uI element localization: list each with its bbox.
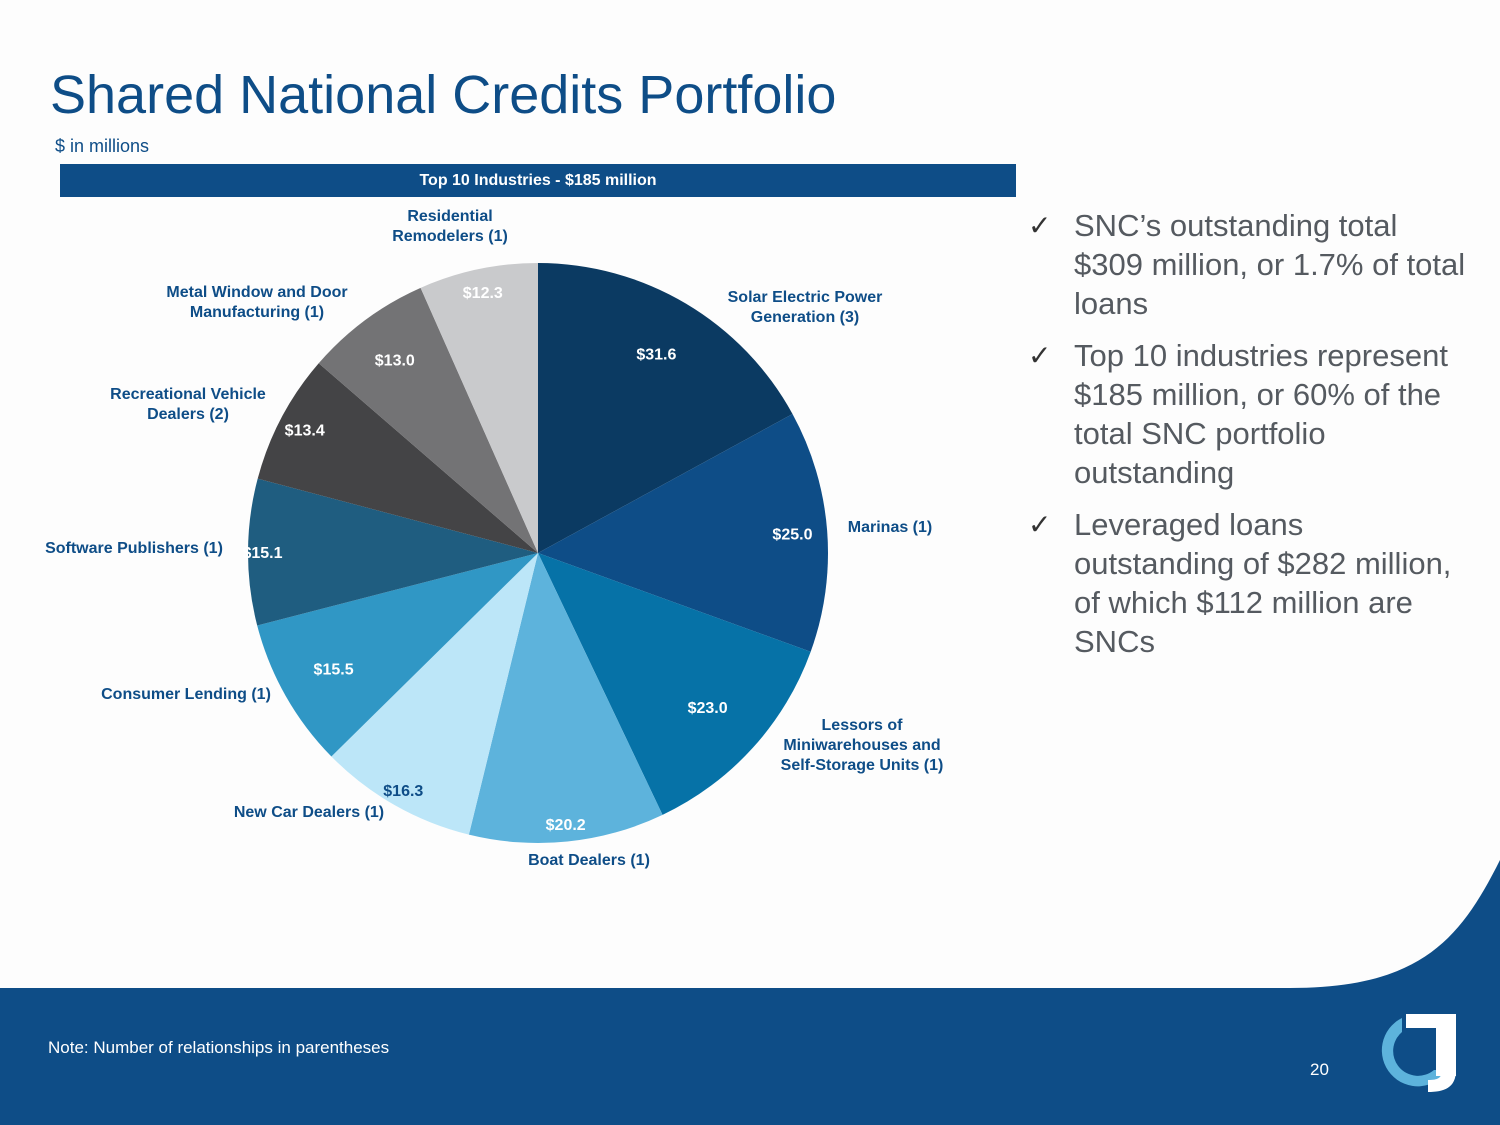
slice-category-label: Boat Dealers (1) (528, 852, 650, 869)
pie-slice (420, 263, 538, 553)
units-subtitle: $ in millions (55, 136, 150, 156)
slice-category-label: Marinas (1) (848, 519, 932, 536)
bullet-text: Top 10 industries represent $185 million… (1074, 338, 1448, 490)
pie-slice (468, 553, 663, 843)
page-number: 20 (1310, 1060, 1329, 1079)
pie-slice (257, 363, 538, 553)
bullet-item: ✓ Top 10 industries represent $185 milli… (1028, 336, 1468, 492)
footer-bar (0, 988, 1500, 1125)
slice-value-label: $13.4 (285, 423, 325, 440)
bullet-item: ✓ Leveraged loans outstanding of $282 mi… (1028, 505, 1468, 661)
slice-category-label: New Car Dealers (1) (234, 804, 384, 821)
slice-value-label: $15.5 (314, 662, 354, 679)
pie-slice (538, 263, 793, 553)
footnote: Note: Number of relationships in parenth… (48, 1038, 390, 1057)
slice-value-label: $25.0 (772, 527, 812, 544)
pie-slice (257, 553, 538, 757)
slice-value-label: $16.3 (383, 783, 423, 800)
chart-banner: Top 10 Industries - $185 million (60, 164, 1016, 197)
slice-category-label: Software Publishers (1) (45, 540, 223, 557)
pie-chart: $31.6 Solar Electric Power Generation (3) $… (45, 208, 944, 869)
slice-value-label: $15.1 (242, 545, 282, 562)
slice-value-label: $31.6 (636, 346, 676, 363)
slice-category-label: Solar Electric Power Generation (3) (728, 289, 883, 326)
bullet-text: SNC’s outstanding total $309 million, or… (1074, 208, 1466, 321)
page-title: Shared National Credits Portfolio (50, 65, 837, 125)
bullet-item: ✓ SNC’s outstanding total $309 million, … (1028, 206, 1468, 323)
pie-slice (331, 553, 538, 835)
slice-value-label: $13.0 (375, 353, 415, 370)
company-logo-icon (1381, 1014, 1456, 1092)
slice-category-label: Lessors of Miniwarehouses and Self-Storage… (781, 717, 944, 774)
slice-value-label: $23.0 (688, 700, 728, 717)
key-points-list: ✓ SNC’s outstanding total $309 million, … (1028, 206, 1468, 674)
slice-category-label: Recreational Vehicle Dealers (2) (110, 386, 266, 423)
checkmark-icon: ✓ (1028, 339, 1052, 372)
pie-slice (538, 413, 828, 652)
slice-category-label: Consumer Lending (1) (101, 686, 271, 703)
slice-category-label: Metal Window and Door Manufacturing (1) (166, 284, 347, 321)
checkmark-icon: ✓ (1028, 508, 1052, 541)
slice-value-label: $20.2 (546, 817, 586, 834)
pie-slice (538, 553, 811, 815)
bullet-text: Leveraged loans outstanding of $282 mill… (1074, 507, 1452, 659)
pie-slice (318, 287, 538, 553)
pie-slice (248, 478, 539, 626)
slice-category-label: Residential Remodelers (1) (392, 208, 508, 245)
checkmark-icon: ✓ (1028, 209, 1052, 242)
slice-value-label: $12.3 (463, 285, 503, 302)
